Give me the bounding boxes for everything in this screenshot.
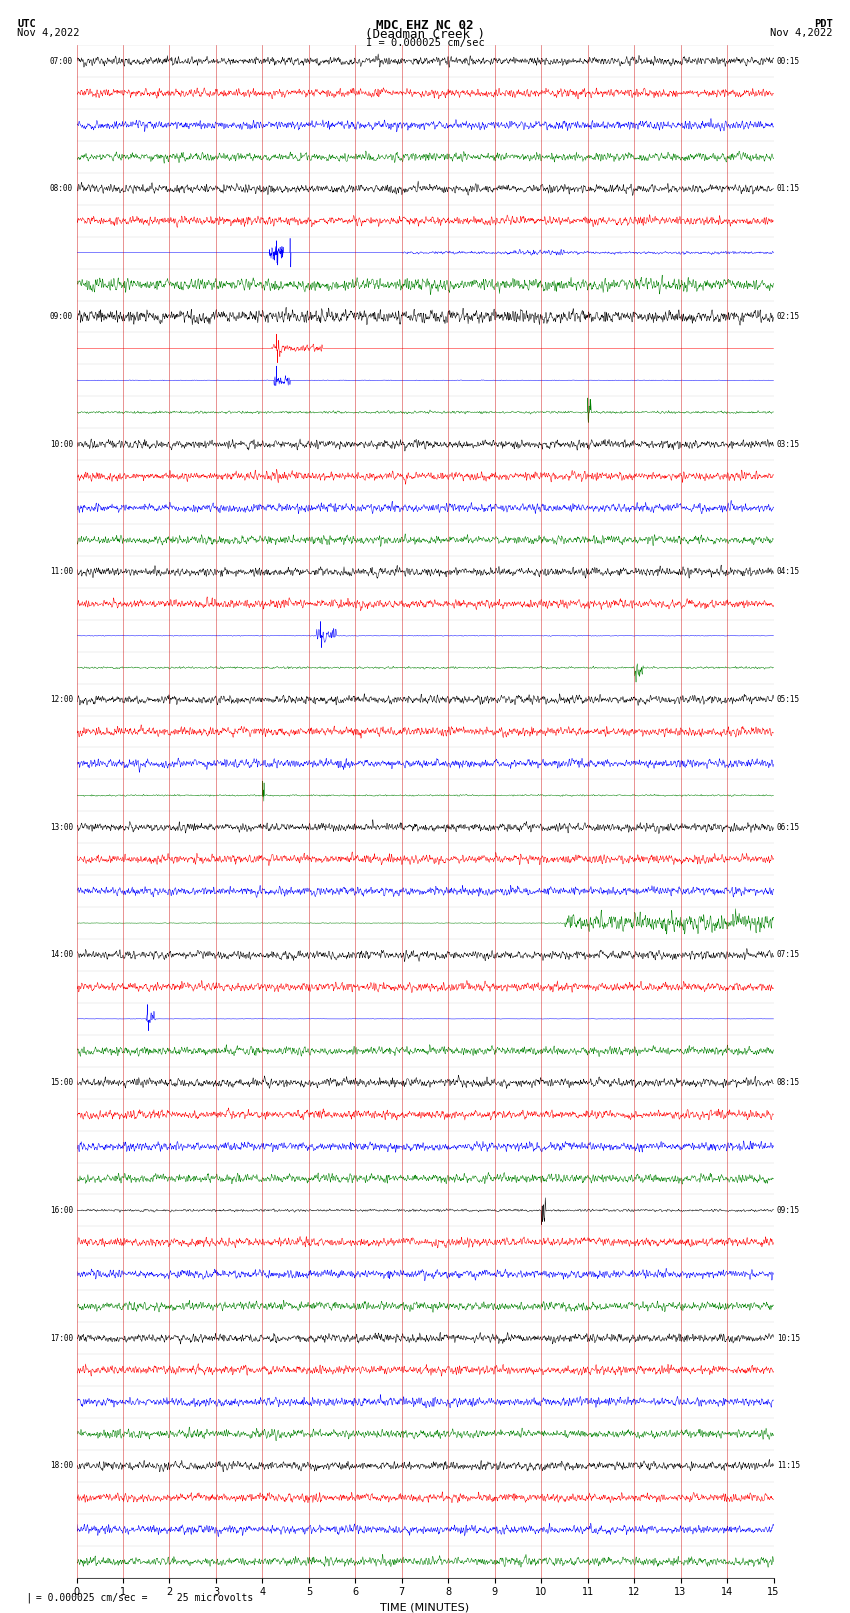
Text: I = 0.000025 cm/sec: I = 0.000025 cm/sec bbox=[366, 37, 484, 48]
X-axis label: TIME (MINUTES): TIME (MINUTES) bbox=[381, 1603, 469, 1613]
Text: |: | bbox=[26, 1592, 32, 1603]
Text: 03:15: 03:15 bbox=[777, 440, 800, 448]
Text: 07:15: 07:15 bbox=[777, 950, 800, 960]
Text: 16:00: 16:00 bbox=[50, 1207, 73, 1215]
Text: 05:15: 05:15 bbox=[777, 695, 800, 705]
Text: 00:15: 00:15 bbox=[777, 56, 800, 66]
Text: 01:15: 01:15 bbox=[777, 184, 800, 194]
Text: 11:15: 11:15 bbox=[777, 1461, 800, 1471]
Text: PDT: PDT bbox=[814, 18, 833, 29]
Text: 10:15: 10:15 bbox=[777, 1334, 800, 1342]
Text: UTC: UTC bbox=[17, 18, 36, 29]
Text: = 0.000025 cm/sec =     25 microvolts: = 0.000025 cm/sec = 25 microvolts bbox=[30, 1594, 253, 1603]
Text: 04:15: 04:15 bbox=[777, 568, 800, 576]
Text: 11:00: 11:00 bbox=[50, 568, 73, 576]
Text: 02:15: 02:15 bbox=[777, 311, 800, 321]
Text: 09:00: 09:00 bbox=[50, 311, 73, 321]
Text: 17:00: 17:00 bbox=[50, 1334, 73, 1342]
Text: 10:00: 10:00 bbox=[50, 440, 73, 448]
Text: MDC EHZ NC 02: MDC EHZ NC 02 bbox=[377, 18, 473, 32]
Text: 12:00: 12:00 bbox=[50, 695, 73, 705]
Text: 15:00: 15:00 bbox=[50, 1077, 73, 1087]
Text: 14:00: 14:00 bbox=[50, 950, 73, 960]
Text: (Deadman Creek ): (Deadman Creek ) bbox=[365, 29, 485, 42]
Text: 09:15: 09:15 bbox=[777, 1207, 800, 1215]
Text: Nov 4,2022: Nov 4,2022 bbox=[770, 29, 833, 39]
Text: 13:00: 13:00 bbox=[50, 823, 73, 832]
Text: 06:15: 06:15 bbox=[777, 823, 800, 832]
Text: 08:00: 08:00 bbox=[50, 184, 73, 194]
Text: 18:00: 18:00 bbox=[50, 1461, 73, 1471]
Text: 07:00: 07:00 bbox=[50, 56, 73, 66]
Text: 08:15: 08:15 bbox=[777, 1077, 800, 1087]
Text: Nov 4,2022: Nov 4,2022 bbox=[17, 29, 80, 39]
